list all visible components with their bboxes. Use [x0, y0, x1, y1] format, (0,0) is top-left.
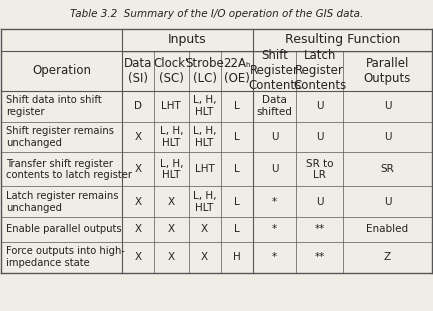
Text: Shift
Register
Contents: Shift Register Contents [248, 49, 301, 92]
Text: Operation: Operation [32, 64, 91, 77]
Text: H: H [233, 252, 241, 262]
Text: U: U [271, 165, 278, 174]
Text: Table 3.2  Summary of the I/O operation of the GIS data.: Table 3.2 Summary of the I/O operation o… [70, 9, 363, 19]
Text: L, H,
HLT: L, H, HLT [160, 159, 183, 180]
Text: U: U [316, 197, 323, 207]
Text: U: U [384, 132, 391, 142]
Text: L: L [234, 132, 240, 142]
Text: LHT: LHT [195, 165, 214, 174]
Text: X: X [201, 252, 208, 262]
Text: Shift data into shift
register: Shift data into shift register [6, 95, 101, 117]
Text: X: X [168, 252, 175, 262]
Text: L, H,
HLT: L, H, HLT [193, 126, 216, 148]
Text: 22Aₕ
(OE): 22Aₕ (OE) [223, 57, 251, 85]
Text: Shift register remains
unchanged: Shift register remains unchanged [6, 126, 114, 148]
Text: U: U [384, 197, 391, 207]
Text: *: * [272, 252, 277, 262]
Text: X: X [168, 225, 175, 234]
Text: Strobe
(LC): Strobe (LC) [185, 57, 224, 85]
Text: *: * [272, 197, 277, 207]
Text: Data
(SI): Data (SI) [124, 57, 152, 85]
Text: **: ** [315, 252, 325, 262]
Text: LHT: LHT [162, 101, 181, 111]
Text: L: L [234, 165, 240, 174]
Text: Enable parallel outputs: Enable parallel outputs [6, 225, 121, 234]
Text: SR: SR [381, 165, 394, 174]
Text: U: U [316, 101, 323, 111]
Text: X: X [168, 197, 175, 207]
Text: L: L [234, 197, 240, 207]
Text: Enabled: Enabled [366, 225, 409, 234]
Text: U: U [271, 132, 278, 142]
Text: L, H,
HLT: L, H, HLT [193, 95, 216, 117]
Text: L, H,
HLT: L, H, HLT [193, 191, 216, 212]
Text: D: D [134, 101, 142, 111]
Text: U: U [316, 132, 323, 142]
Text: X: X [134, 252, 142, 262]
Text: Inputs: Inputs [168, 33, 207, 46]
Text: Resulting Function: Resulting Function [285, 33, 400, 46]
Text: Force outputs into high-
impedance state: Force outputs into high- impedance state [6, 246, 125, 268]
Text: Transfer shift register
contents to latch register: Transfer shift register contents to latc… [6, 159, 132, 180]
Text: **: ** [315, 225, 325, 234]
Text: L: L [234, 225, 240, 234]
Text: Clock'
(SC): Clock' (SC) [154, 57, 189, 85]
Text: Data
shifted: Data shifted [257, 95, 293, 117]
Text: X: X [134, 165, 142, 174]
Text: Parallel
Outputs: Parallel Outputs [364, 57, 411, 85]
Text: X: X [134, 132, 142, 142]
Text: SR to
LR: SR to LR [306, 159, 333, 180]
Text: *: * [272, 225, 277, 234]
Text: Z: Z [384, 252, 391, 262]
Text: X: X [134, 197, 142, 207]
Text: L: L [234, 101, 240, 111]
Text: L, H,
HLT: L, H, HLT [160, 126, 183, 148]
Text: Latch register remains
unchanged: Latch register remains unchanged [6, 191, 118, 212]
Text: U: U [384, 101, 391, 111]
Text: Latch
Register
Contents: Latch Register Contents [293, 49, 346, 92]
Text: X: X [201, 225, 208, 234]
Text: X: X [134, 225, 142, 234]
